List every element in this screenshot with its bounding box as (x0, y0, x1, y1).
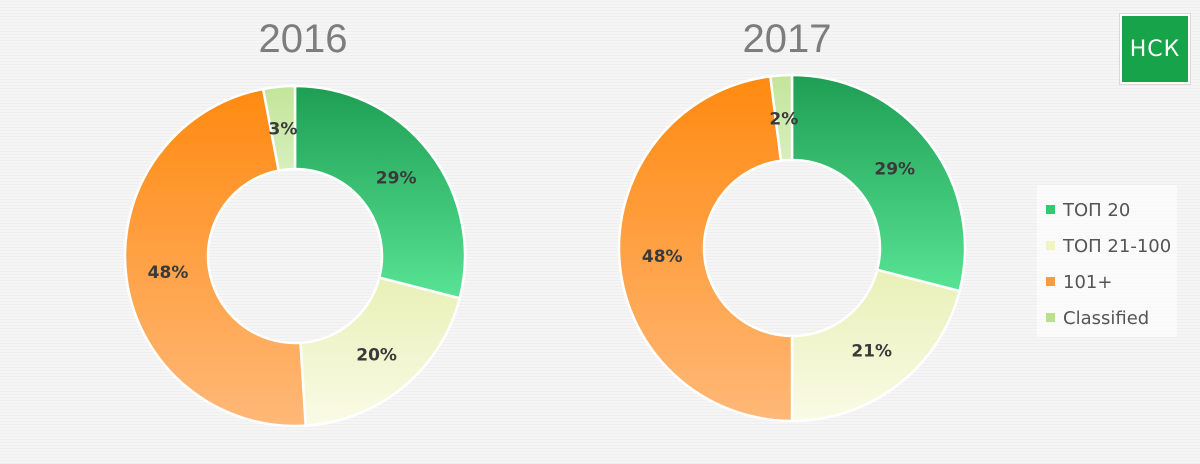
slice-classified (768, 73, 794, 163)
logo-text: НСК (1129, 36, 1181, 62)
legend-label-top-21-100: ТОП 21-100 (1062, 236, 1171, 257)
data-label-top-20: 29% (376, 169, 417, 189)
legend-label-classified: Classified (1063, 308, 1149, 329)
legend-swatch-top-21-100 (1046, 241, 1055, 250)
chart-title-2017: 2017 (743, 17, 832, 61)
legend-label-top-20: ТОП 20 (1062, 200, 1130, 221)
legend-background (1037, 185, 1177, 337)
slice-101-plus (617, 74, 794, 423)
legend-swatch-101-plus (1046, 277, 1055, 286)
data-label-101-plus: 48% (148, 263, 189, 283)
data-labels-2017: 29% 21% 48% 2% (642, 109, 915, 361)
nsk-logo: НСК (1120, 14, 1190, 84)
data-label-classified: 3% (269, 120, 298, 140)
legend-swatch-top-20 (1046, 205, 1055, 214)
chart-2017: 2017 29% 21% 48% 2% (617, 17, 967, 423)
slice-classified (261, 84, 297, 173)
legend-item-classified: Classified (1046, 308, 1149, 329)
legend: ТОП 20 ТОП 21-100 101+ Classified (1037, 185, 1177, 337)
data-label-top-21-100: 21% (851, 342, 892, 362)
chart-2016: 2016 29% 20% 48% 3% (123, 17, 467, 428)
slice-top-21-100 (299, 276, 462, 427)
legend-label-101-plus: 101+ (1063, 272, 1112, 293)
slice-101-plus (123, 87, 308, 428)
legend-item-top-21-100: ТОП 21-100 (1046, 236, 1171, 257)
slice-top-20 (790, 73, 967, 293)
legend-item-top-20: ТОП 20 (1046, 200, 1130, 221)
slice-top-20 (293, 84, 467, 300)
slices-2017 (617, 73, 967, 423)
data-label-top-20: 29% (874, 159, 915, 179)
legend-swatch-classified (1046, 313, 1055, 322)
slices-2016 (123, 84, 467, 428)
data-label-classified: 2% (769, 109, 798, 129)
data-labels-2016: 29% 20% 48% 3% (148, 120, 417, 366)
data-label-101-plus: 48% (642, 247, 683, 267)
legend-item-101-plus: 101+ (1046, 272, 1112, 293)
chart-title-2016: 2016 (259, 17, 348, 61)
data-label-top-21-100: 20% (356, 346, 397, 366)
slice-top-21-100 (790, 268, 962, 423)
